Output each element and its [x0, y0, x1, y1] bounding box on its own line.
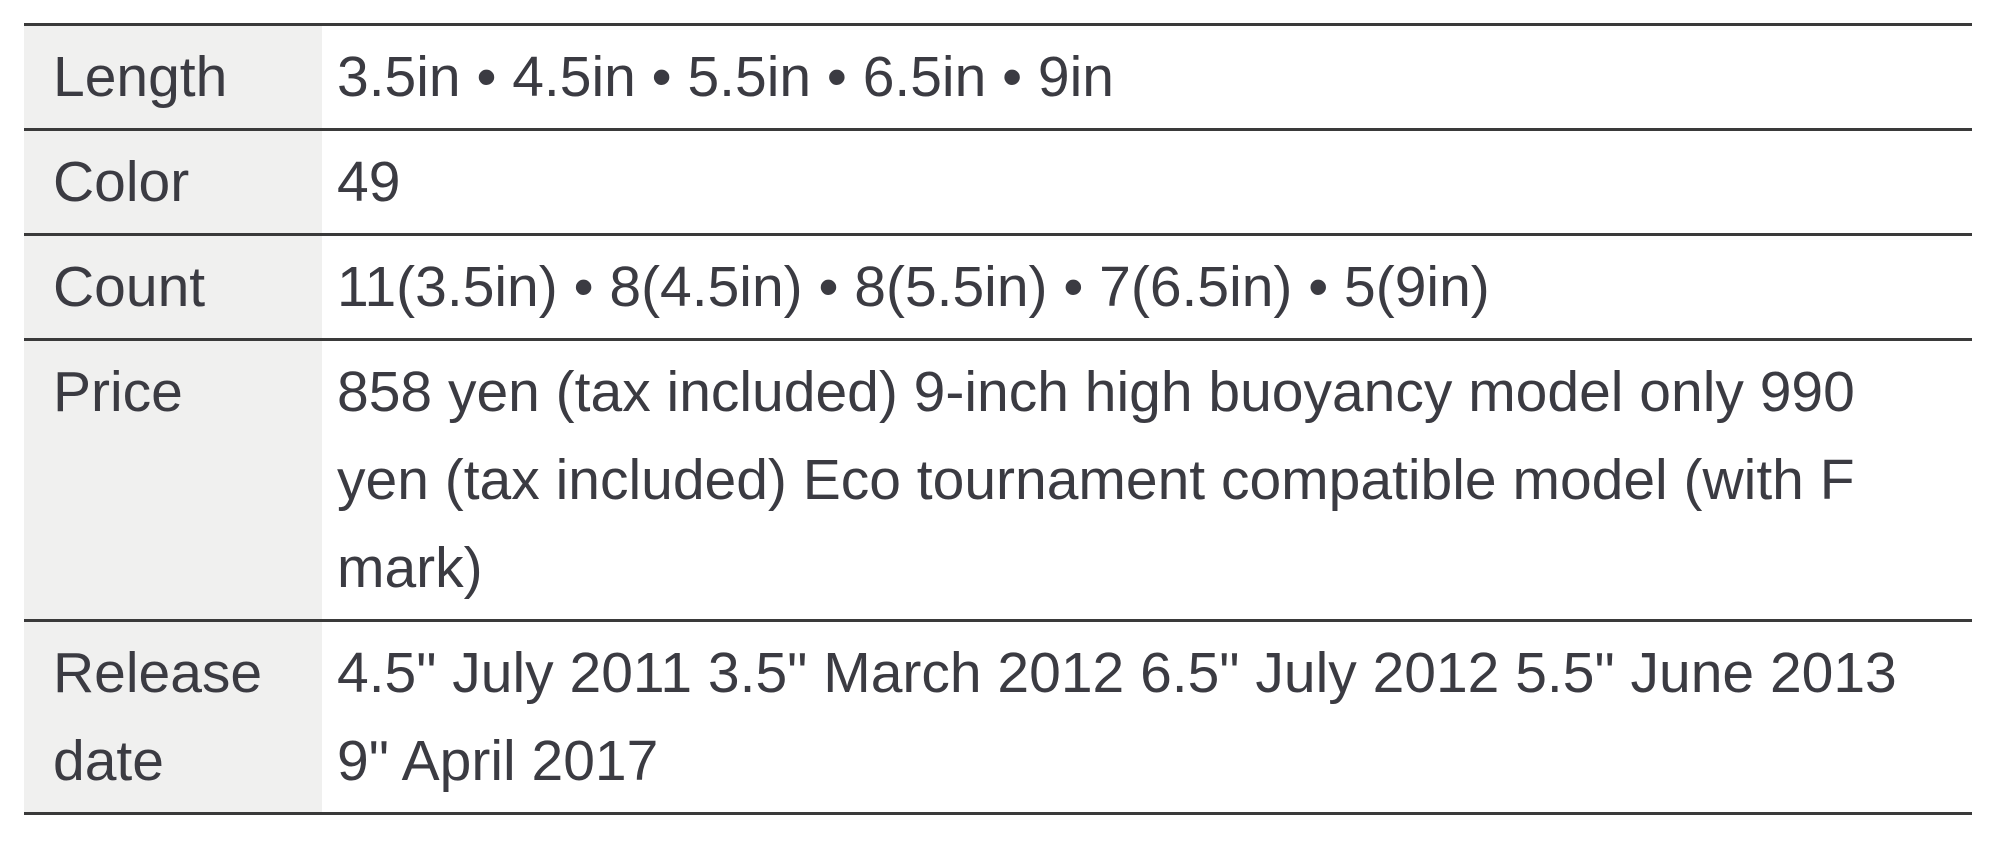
table-row-color: Color 49	[24, 129, 1972, 235]
row-value: 11(3.5in) • 8(4.5in) • 8(5.5in) • 7(6.5i…	[322, 234, 1972, 340]
row-label: Count	[24, 234, 322, 340]
spec-table: Length 3.5in • 4.5in • 5.5in • 6.5in • 9…	[24, 23, 1972, 815]
row-label: Price	[24, 339, 322, 621]
table-row-count: Count 11(3.5in) • 8(4.5in) • 8(5.5in) • …	[24, 234, 1972, 340]
row-label: Color	[24, 129, 322, 235]
table-row-length: Length 3.5in • 4.5in • 5.5in • 6.5in • 9…	[24, 24, 1972, 130]
spec-table-body: Length 3.5in • 4.5in • 5.5in • 6.5in • 9…	[24, 24, 1972, 814]
row-label: Length	[24, 24, 322, 130]
table-row-price: Price 858 yen (tax included) 9-inch high…	[24, 339, 1972, 621]
row-value: 858 yen (tax included) 9-inch high buoya…	[322, 339, 1972, 621]
row-value: 49	[322, 129, 1972, 235]
row-value: 3.5in • 4.5in • 5.5in • 6.5in • 9in	[322, 24, 1972, 130]
table-row-release-date: Release date 4.5" July 2011 3.5" March 2…	[24, 620, 1972, 814]
row-value: 4.5" July 2011 3.5" March 2012 6.5" July…	[322, 620, 1972, 814]
row-label: Release date	[24, 620, 322, 814]
